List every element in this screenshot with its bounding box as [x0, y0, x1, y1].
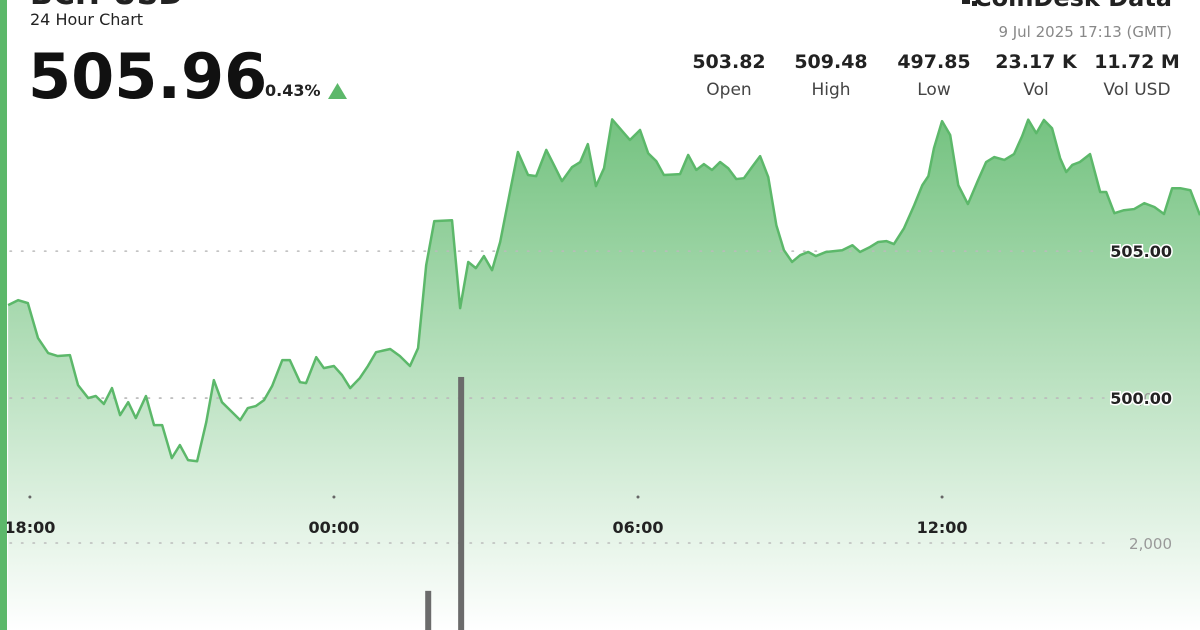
x-tick-label: 00:00 [308, 518, 359, 537]
logo-icon [962, 0, 970, 4]
x-tick-mark [636, 495, 640, 499]
y-tick-label: 500.00 [1110, 389, 1172, 408]
x-tick-label: 18:00 [4, 518, 55, 537]
chart-subtitle: 24 Hour Chart [30, 10, 143, 29]
stat-label: Vol USD [1103, 80, 1170, 100]
stat-value: 497.85 [897, 51, 970, 73]
y2-tick-label: 2,000 [1129, 535, 1172, 553]
stat-value: 23.17 K [995, 51, 1078, 73]
stat-label: Low [917, 80, 951, 100]
brand: CoinDesk Data [974, 0, 1172, 12]
x-tick-label: 12:00 [917, 518, 968, 537]
y-tick-label: 505.00 [1110, 242, 1172, 261]
stat-value: 11.72 M [1094, 51, 1180, 73]
stat-label: Vol [1023, 80, 1048, 100]
area [8, 119, 1200, 630]
price-line [7, 118, 1200, 463]
price-change: 0.43% [265, 81, 321, 100]
date: 9 Jul 2025 17:13 (GMT) [998, 23, 1172, 41]
chart-title: BCH-USD [30, 0, 183, 12]
x-tick-mark [28, 495, 32, 499]
accent-bar [0, 0, 7, 630]
stat-label: Open [706, 80, 751, 100]
x-tick-mark [940, 495, 944, 499]
stat-value: 509.48 [794, 51, 867, 73]
up-arrow [328, 83, 347, 99]
brand-logo [962, 0, 977, 6]
y2-tick-label: 4,000 [1129, 390, 1172, 408]
logo-icon [972, 1, 977, 6]
x-tick-label: 06:00 [613, 518, 664, 537]
stats: 503.82 Open 509.48 High 497.85 Low 23.17 K Vol 1… [692, 51, 1179, 100]
volume-bar [458, 376, 465, 630]
volume-bar [425, 590, 432, 630]
stat-value: 503.82 [692, 51, 765, 73]
x-tick-mark [332, 495, 336, 499]
stat-label: High [811, 80, 850, 100]
price: 505.96 [28, 40, 267, 113]
